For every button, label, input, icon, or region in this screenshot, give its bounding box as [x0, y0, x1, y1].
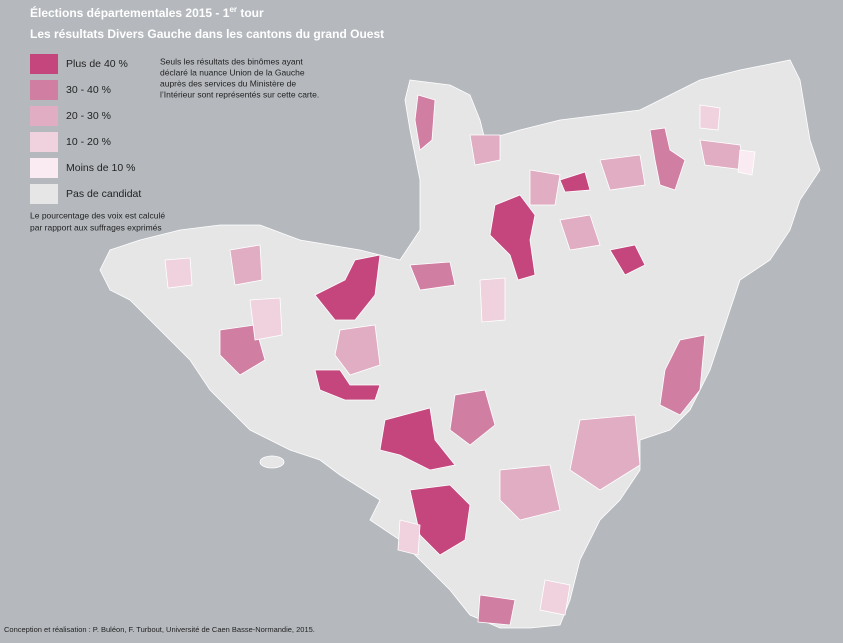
credit: Conception et réalisation : P. Buléon, F… [4, 625, 315, 634]
legend-label: 20 - 30 % [66, 110, 111, 122]
canton [559, 214, 601, 251]
canton [649, 127, 686, 191]
canton [599, 154, 646, 191]
title-rest: tour [237, 6, 264, 20]
canton [164, 257, 193, 289]
canton [334, 324, 381, 376]
canton [477, 594, 516, 626]
note-line: l’Intérieur sont représentés sur cette c… [160, 89, 319, 99]
title: Élections départementales 2015 - 1er tou… [30, 5, 264, 20]
note-line: auprès des services du Ministère de [160, 78, 296, 88]
subtitle: Les résultats Divers Gauche dans les can… [30, 27, 384, 41]
legend-label: Plus de 40 % [66, 58, 128, 70]
canton [409, 261, 456, 291]
note-line: déclaré la nuance Union de la Gauche [160, 67, 305, 77]
canton [379, 407, 456, 471]
calc-line: Le pourcentage des voix est calculé [30, 210, 165, 220]
canton [539, 579, 571, 616]
canton [659, 334, 706, 416]
canton [559, 171, 591, 193]
legend-label: 30 - 40 % [66, 84, 111, 96]
legend-label: Moins de 10 % [66, 162, 135, 174]
canton [219, 324, 266, 376]
legend-label: Pas de candidat [66, 188, 141, 200]
legend: Plus de 40 % 30 - 40 % 20 - 30 % 10 - 20 % M… [30, 54, 141, 204]
canton [499, 464, 561, 521]
legend-swatch [30, 106, 58, 126]
canton [314, 369, 381, 401]
region-base [99, 59, 821, 629]
title-sup: er [229, 5, 237, 14]
legend-swatch [30, 132, 58, 152]
canton [569, 414, 641, 491]
title-main: Élections départementales 2015 - 1 [30, 5, 230, 20]
canton [489, 194, 536, 281]
canton [414, 94, 436, 151]
canton [409, 484, 471, 556]
canton [737, 149, 756, 176]
canton [229, 244, 263, 286]
calc-line: par rapport aux suffrages exprimés [30, 222, 162, 232]
canton [397, 519, 421, 556]
map [99, 59, 821, 629]
canton [699, 104, 721, 131]
canton [314, 254, 381, 321]
canton [449, 389, 496, 446]
legend-label: 10 - 20 % [66, 136, 111, 148]
note-line: Seuls les résultats des binômes ayant [160, 56, 303, 66]
canton [529, 169, 561, 206]
legend-swatch [30, 54, 58, 74]
canton [609, 244, 646, 276]
legend-swatch [30, 80, 58, 100]
canton [249, 297, 283, 341]
canton [469, 134, 501, 166]
legend-swatch [30, 184, 58, 204]
island [259, 455, 285, 469]
note: Seuls les résultats des binômes ayantdéc… [160, 56, 319, 99]
legend-swatch [30, 158, 58, 178]
canton [479, 277, 506, 323]
calc-note: Le pourcentage des voix est calculé par r… [30, 210, 165, 232]
